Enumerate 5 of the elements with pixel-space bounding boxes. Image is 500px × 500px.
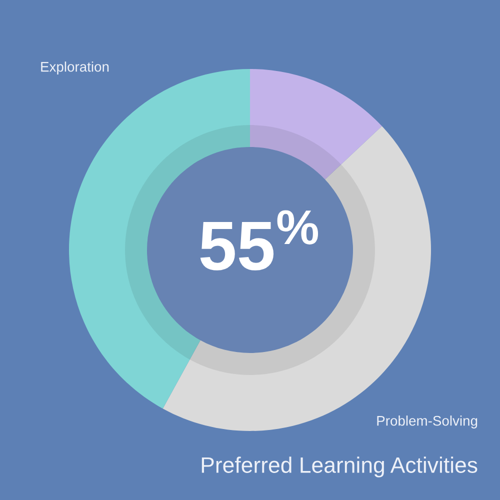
slice-label: Problem-Solving [377,416,478,428]
slice-label: Exploration [41,62,109,74]
text: Preferred Learning Activities [202,456,478,478]
donut-slice [250,69,382,180]
text: 55$^{%}$ [200,210,318,270]
